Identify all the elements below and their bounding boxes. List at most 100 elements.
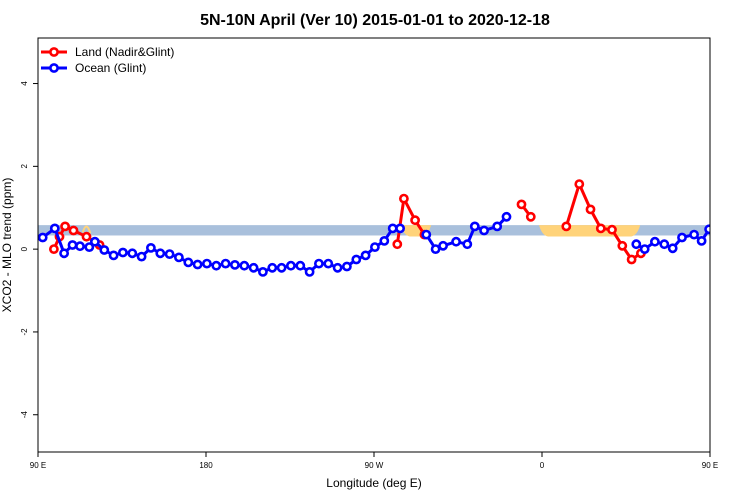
reference-band [38, 225, 710, 236]
data-point [239, 260, 250, 271]
legend-label: Land (Nadir&Glint) [75, 45, 174, 59]
data-point [267, 262, 278, 273]
data-point [257, 266, 268, 277]
data-point [90, 236, 100, 247]
data-point [38, 232, 48, 243]
data-point [728, 227, 735, 234]
data-point [99, 245, 110, 255]
y-tick-label: 2 [20, 164, 29, 169]
data-point [451, 236, 461, 247]
data-point [421, 229, 432, 240]
legend-swatch-point [49, 47, 59, 57]
data-point [398, 193, 409, 204]
data-point [60, 221, 70, 232]
series-line [395, 197, 426, 245]
y-tick-label: -4 [20, 411, 29, 419]
x-tick-label: 90 W [365, 461, 384, 470]
data-point [211, 260, 222, 271]
series-land-nadir-glint [49, 179, 646, 265]
data-point [747, 250, 750, 257]
data-point [108, 250, 119, 261]
data-point [84, 242, 95, 252]
data-point [220, 258, 231, 269]
data-point [173, 252, 184, 263]
data-point [67, 240, 78, 250]
y-tick-label: -2 [20, 328, 29, 336]
data-point [607, 224, 617, 235]
chart-title: 5N-10N April (Ver 10) 2015-01-01 to 2020… [200, 12, 550, 29]
data-point [639, 244, 650, 254]
data-point [469, 221, 480, 232]
data-point [295, 260, 306, 271]
data-point [155, 248, 166, 259]
data-point [323, 258, 334, 269]
x-tick-label: 0 [540, 461, 545, 470]
data-point [689, 229, 699, 240]
y-tick-label: 0 [20, 246, 29, 251]
data-point [392, 239, 403, 250]
data-point [229, 259, 240, 270]
data-point [430, 244, 441, 254]
data-point [49, 244, 59, 254]
data-point [525, 211, 536, 222]
data-point [332, 262, 343, 273]
data-point [81, 231, 92, 242]
legend-label: Ocean (Glint) [75, 61, 146, 75]
legend-item: Land (Nadir&Glint) [41, 45, 174, 59]
data-point [192, 259, 203, 270]
data-point [438, 240, 448, 251]
x-tick-label: 90 E [702, 461, 718, 470]
data-point [136, 251, 147, 262]
data-point [183, 257, 194, 268]
data-point [650, 236, 660, 247]
data-point [201, 258, 212, 269]
data-point [516, 199, 527, 210]
data-point [68, 225, 79, 236]
legend-swatch-point [49, 63, 59, 73]
data-point [659, 239, 670, 250]
data-point [462, 239, 473, 250]
data-point [75, 241, 85, 252]
data-point [127, 248, 138, 259]
data-point [501, 211, 512, 222]
data-point [631, 239, 642, 250]
x-tick-label: 90 E [30, 461, 46, 470]
data-point [410, 215, 420, 226]
x-axis: 90 E 180 90 W 0 90 E [30, 452, 718, 470]
data-point [479, 225, 489, 236]
data-point [118, 247, 128, 258]
y-tick-label: 4 [20, 81, 29, 86]
data-point [667, 243, 678, 254]
data-point [59, 248, 69, 259]
data-point [49, 223, 60, 234]
land-band-region [539, 225, 641, 237]
data-point [696, 235, 707, 246]
x-tick-label: 180 [199, 461, 213, 470]
data-point [248, 262, 259, 273]
data-point [304, 266, 315, 277]
y-axis: -4 -2 0 2 4 [20, 81, 38, 419]
legend-item: Ocean (Glint) [41, 61, 146, 75]
data-point [704, 224, 710, 235]
data-point [395, 223, 405, 234]
data-point [617, 240, 628, 251]
series-line [564, 182, 642, 261]
data-point [715, 234, 722, 241]
data-point [379, 235, 390, 246]
data-point [313, 258, 324, 269]
data-point [285, 260, 296, 271]
series-ocean-glint [38, 211, 750, 277]
data-point [626, 254, 637, 265]
data-point [492, 221, 503, 232]
x-axis-label: Longitude (deg E) [326, 476, 421, 490]
data-point [561, 221, 572, 232]
data-point [595, 223, 606, 234]
data-point [164, 249, 175, 259]
data-point [145, 242, 156, 253]
data-point [574, 179, 585, 189]
data-point [677, 232, 687, 243]
data-point [585, 204, 596, 215]
y-axis-label: XCO2 - MLO trend (ppm) [0, 178, 14, 313]
legend: Land (Nadir&Glint) Ocean (Glint) [41, 45, 174, 75]
